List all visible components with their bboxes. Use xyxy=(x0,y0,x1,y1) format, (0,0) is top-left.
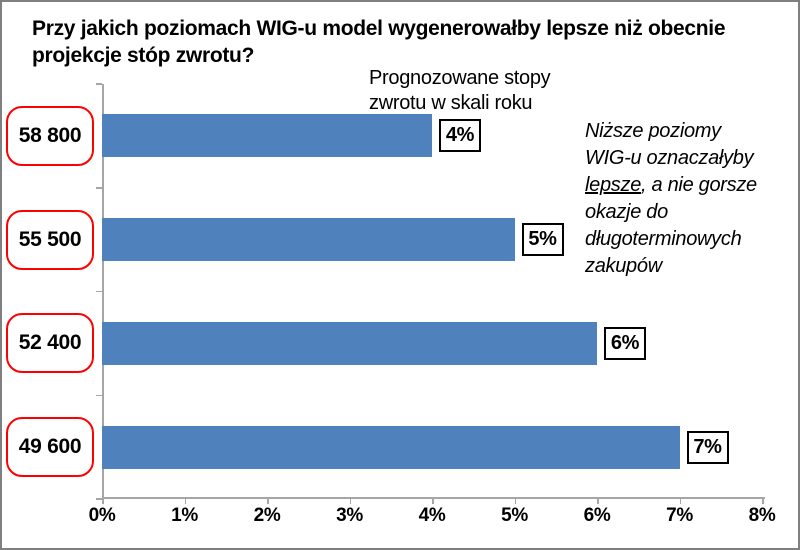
x-axis-tick xyxy=(102,498,104,504)
x-axis-tick-label: 0% xyxy=(88,505,116,526)
x-axis-tick xyxy=(349,498,351,504)
x-axis-tick xyxy=(514,498,516,504)
value-label-box: 6% xyxy=(604,326,646,360)
series-label-line-1: Prognozowane stopy xyxy=(369,67,551,89)
y-axis-tick xyxy=(96,290,102,293)
x-axis-line xyxy=(102,497,765,499)
annotation-underlined-word: lepsze xyxy=(585,174,642,196)
chart-title-line-2: projekcje stóp zwrotu? xyxy=(32,44,255,67)
y-axis-tick xyxy=(96,187,102,189)
annotation-line-2: WIG-u oznaczałyby xyxy=(585,147,754,169)
annotation-line-4: okazje do xyxy=(585,201,668,223)
value-label-box: 5% xyxy=(521,223,564,257)
annotation-text: Niższe poziomy WIG-u oznaczałyby lepsze,… xyxy=(585,118,757,280)
bar-52400 xyxy=(102,321,597,365)
x-axis-tick-label: 2% xyxy=(253,505,281,526)
y-axis-tick xyxy=(96,498,102,500)
x-axis-tick xyxy=(597,498,599,504)
y-axis-line xyxy=(102,84,104,499)
x-axis-tick xyxy=(679,498,681,504)
y-axis-tick xyxy=(96,394,102,396)
category-label-box: 49 600 xyxy=(6,417,94,478)
x-axis-tick-label: 8% xyxy=(748,505,776,526)
x-axis-tick-label: 1% xyxy=(171,505,198,526)
chart-title: Przy jakich poziomach WIG-u model wygene… xyxy=(32,15,726,69)
category-label-box: 58 800 xyxy=(6,105,94,166)
value-label-box: 4% xyxy=(439,119,481,153)
x-axis-tick-label: 3% xyxy=(336,505,363,526)
series-label-line-2: zwrotu w skali roku xyxy=(369,92,533,114)
annotation-line-3-rest: , a nie gorsze xyxy=(641,174,757,196)
x-axis-tick-label: 5% xyxy=(501,505,528,526)
bar-58800 xyxy=(102,114,432,158)
x-axis-tick xyxy=(184,498,186,504)
category-label-box: 52 400 xyxy=(6,313,94,374)
annotation-line-1: Niższe poziomy xyxy=(585,120,721,142)
chart-title-line-1: Przy jakich poziomach WIG-u model wygene… xyxy=(32,17,726,40)
x-axis-tick-label: 4% xyxy=(418,505,446,526)
y-axis-tick xyxy=(96,83,102,85)
x-axis-tick-label: 7% xyxy=(666,505,693,526)
category-label-box: 55 500 xyxy=(6,209,94,270)
series-label: Prognozowane stopy zwrotu w skali roku xyxy=(369,66,551,116)
annotation-line-6: zakupów xyxy=(585,255,662,277)
bar-49600 xyxy=(102,425,680,469)
x-axis-tick-label: 6% xyxy=(583,505,611,526)
annotation-line-3: lepsze, a nie gorsze xyxy=(585,172,757,199)
bar-55500 xyxy=(102,218,515,262)
value-label-box: 7% xyxy=(686,430,729,464)
annotation-line-5: długoterminowych xyxy=(585,228,742,250)
x-axis-tick xyxy=(762,498,764,504)
x-axis-tick xyxy=(432,498,434,504)
x-axis-tick xyxy=(267,498,269,504)
